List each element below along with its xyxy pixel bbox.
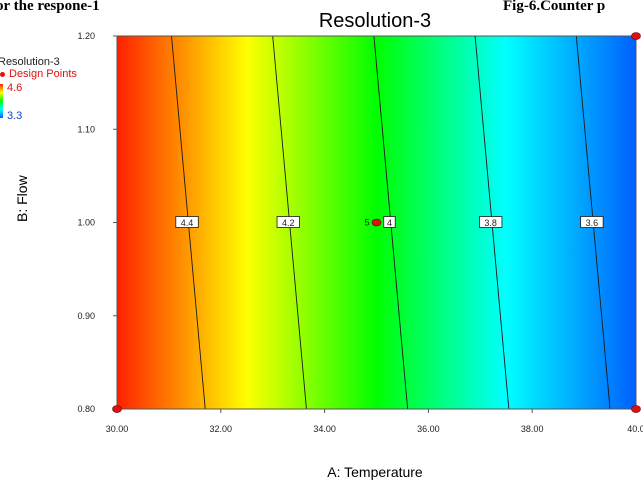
contour-label-box-4 — [580, 216, 604, 228]
design-point-3 — [631, 32, 641, 40]
contour-label-1: 4.2 — [282, 218, 295, 228]
y-tick-label-1: 0.90 — [77, 311, 95, 321]
design-point-2 — [631, 405, 641, 413]
y-tick-label-2: 1.00 — [77, 218, 95, 228]
x-axis-label: A: Temperature — [327, 464, 423, 480]
contour-label-box-1 — [276, 216, 300, 228]
contour-label-box-2 — [383, 216, 396, 228]
contour-label-box-3 — [479, 216, 503, 228]
y-tick-label-4: 1.20 — [77, 31, 95, 41]
x-tick-label-4: 38.00 — [521, 424, 544, 434]
contour-label-2: 4 — [387, 218, 392, 228]
contour-label-3: 3.8 — [484, 218, 497, 228]
design-point-0 — [371, 218, 382, 227]
contour-label-4: 3.6 — [586, 218, 599, 228]
figure-caption-right: Fig-6.Counter p — [503, 0, 606, 14]
y-tick-label-0: 0.80 — [77, 404, 95, 414]
y-tick-label-3: 1.10 — [77, 124, 95, 134]
legend-max-value: 4.6 — [7, 82, 23, 94]
chart-title: Resolution-3 — [318, 10, 432, 32]
contour-lines: 4.4 4.2 4 3.8 3.6 — [171, 35, 611, 410]
legend-min-value: 3.3 — [7, 110, 23, 122]
legend-design-points-label: Design Points — [9, 68, 77, 80]
contour-label-box-0 — [175, 216, 199, 228]
x-tick-label-0: 30.00 — [106, 424, 129, 434]
x-tick-label-3: 36.00 — [417, 424, 440, 434]
contour-label-0: 4.4 — [181, 218, 194, 228]
design-point-marker-icon — [0, 71, 5, 77]
design-points: 5 — [112, 32, 641, 413]
x-tick-label-5: 40.0 — [627, 424, 643, 434]
legend-title: Resolution-3 — [0, 56, 60, 68]
design-point-label-0: 5 — [364, 218, 369, 228]
legend-design-points: Design Points — [0, 68, 77, 80]
legend-color-scale — [0, 84, 3, 118]
design-point-1 — [112, 405, 122, 413]
x-tick-label-2: 34.00 — [313, 424, 336, 434]
x-tick-label-1: 32.00 — [210, 424, 233, 434]
axes: 30.00 32.00 34.00 36.00 38.00 40.0 0.80 0.90 1.0… — [77, 31, 643, 434]
figure-caption-left: or the respone-1 — [0, 0, 100, 14]
